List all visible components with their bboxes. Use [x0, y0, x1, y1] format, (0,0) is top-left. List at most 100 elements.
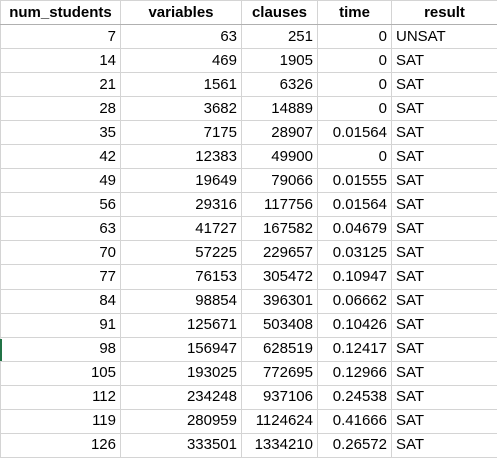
header-num-students[interactable]: num_students — [0, 0, 121, 25]
cell-variables[interactable]: 98854 — [120, 288, 242, 314]
cell-time[interactable]: 0.24538 — [317, 384, 392, 410]
cell-time[interactable]: 0 — [317, 23, 392, 50]
cell-result[interactable]: SAT — [391, 48, 497, 74]
cell-clauses[interactable]: 6326 — [241, 72, 318, 98]
cell-time[interactable]: 0.10947 — [317, 264, 392, 290]
cell-result[interactable]: SAT — [391, 120, 497, 146]
cell-variables[interactable]: 57225 — [120, 240, 242, 266]
cell-variables[interactable]: 234248 — [120, 384, 242, 410]
cell-time[interactable]: 0.01564 — [317, 120, 392, 146]
cell-variables[interactable]: 19649 — [120, 168, 242, 194]
cell-result[interactable]: SAT — [391, 144, 497, 170]
cell-clauses[interactable]: 1905 — [241, 48, 318, 74]
table-row: 56 29316 117756 0.01564 SAT — [0, 192, 497, 218]
cell-time[interactable]: 0.01564 — [317, 192, 392, 218]
table-row: 63 41727 167582 0.04679 SAT — [0, 216, 497, 242]
cell-time[interactable]: 0.06662 — [317, 288, 392, 314]
cell-result[interactable]: SAT — [391, 168, 497, 194]
cell-num-students[interactable]: 35 — [0, 120, 121, 146]
cell-clauses[interactable]: 628519 — [241, 336, 318, 362]
cell-variables[interactable]: 76153 — [120, 264, 242, 290]
header-clauses[interactable]: clauses — [241, 0, 318, 25]
cell-result[interactable]: SAT — [391, 384, 497, 410]
cell-clauses[interactable]: 1334210 — [241, 432, 318, 458]
cell-variables[interactable]: 280959 — [120, 408, 242, 434]
cell-result[interactable]: SAT — [391, 432, 497, 458]
cell-clauses[interactable]: 117756 — [241, 192, 318, 218]
cell-variables[interactable]: 125671 — [120, 312, 242, 338]
header-row: num_students variables clauses time resu… — [0, 0, 497, 25]
cell-clauses[interactable]: 305472 — [241, 264, 318, 290]
cell-num-students[interactable]: 21 — [0, 72, 121, 98]
cell-clauses[interactable]: 14889 — [241, 96, 318, 122]
header-variables[interactable]: variables — [120, 0, 242, 25]
cell-result[interactable]: SAT — [391, 408, 497, 434]
cell-result[interactable]: SAT — [391, 288, 497, 314]
cell-num-students[interactable]: 14 — [0, 48, 121, 74]
cell-result[interactable]: SAT — [391, 360, 497, 386]
cell-num-students[interactable]: 56 — [0, 192, 121, 218]
cell-time[interactable]: 0.41666 — [317, 408, 392, 434]
cell-clauses[interactable]: 79066 — [241, 168, 318, 194]
cell-clauses[interactable]: 251 — [241, 23, 318, 50]
cell-clauses[interactable]: 1124624 — [241, 408, 318, 434]
cell-variables[interactable]: 7175 — [120, 120, 242, 146]
cell-num-students[interactable]: 98 — [0, 336, 121, 362]
cell-result[interactable]: SAT — [391, 96, 497, 122]
cell-time[interactable]: 0.26572 — [317, 432, 392, 458]
cell-time[interactable]: 0 — [317, 96, 392, 122]
cell-num-students[interactable]: 49 — [0, 168, 121, 194]
cell-num-students[interactable]: 7 — [0, 23, 121, 50]
cell-clauses[interactable]: 772695 — [241, 360, 318, 386]
cell-variables[interactable]: 29316 — [120, 192, 242, 218]
cell-result[interactable]: SAT — [391, 216, 497, 242]
cell-num-students[interactable]: 84 — [0, 288, 121, 314]
cell-num-students[interactable]: 63 — [0, 216, 121, 242]
table-row: 70 57225 229657 0.03125 SAT — [0, 240, 497, 266]
cell-variables[interactable]: 156947 — [120, 336, 242, 362]
cell-clauses[interactable]: 937106 — [241, 384, 318, 410]
cell-result[interactable]: UNSAT — [391, 23, 497, 50]
cell-time[interactable]: 0.01555 — [317, 168, 392, 194]
cell-clauses[interactable]: 396301 — [241, 288, 318, 314]
cell-clauses[interactable]: 28907 — [241, 120, 318, 146]
cell-variables[interactable]: 41727 — [120, 216, 242, 242]
cell-time[interactable]: 0 — [317, 144, 392, 170]
cell-variables[interactable]: 1561 — [120, 72, 242, 98]
table-row: 98 156947 628519 0.12417 SAT — [0, 336, 497, 362]
cell-num-students[interactable]: 112 — [0, 384, 121, 410]
cell-result[interactable]: SAT — [391, 312, 497, 338]
cell-result[interactable]: SAT — [391, 192, 497, 218]
cell-time[interactable]: 0.12966 — [317, 360, 392, 386]
cell-result[interactable]: SAT — [391, 336, 497, 362]
cell-time[interactable]: 0 — [317, 72, 392, 98]
cell-result[interactable]: SAT — [391, 264, 497, 290]
cell-time[interactable]: 0.10426 — [317, 312, 392, 338]
cell-clauses[interactable]: 229657 — [241, 240, 318, 266]
cell-num-students[interactable]: 28 — [0, 96, 121, 122]
cell-variables[interactable]: 63 — [120, 23, 242, 50]
cell-num-students[interactable]: 119 — [0, 408, 121, 434]
cell-variables[interactable]: 469 — [120, 48, 242, 74]
cell-time[interactable]: 0.03125 — [317, 240, 392, 266]
cell-variables[interactable]: 193025 — [120, 360, 242, 386]
cell-num-students[interactable]: 42 — [0, 144, 121, 170]
cell-num-students[interactable]: 105 — [0, 360, 121, 386]
cell-num-students[interactable]: 126 — [0, 432, 121, 458]
cell-clauses[interactable]: 167582 — [241, 216, 318, 242]
cell-clauses[interactable]: 49900 — [241, 144, 318, 170]
cell-time[interactable]: 0 — [317, 48, 392, 74]
cell-time[interactable]: 0.12417 — [317, 336, 392, 362]
header-time[interactable]: time — [317, 0, 392, 25]
cell-variables[interactable]: 3682 — [120, 96, 242, 122]
cell-num-students[interactable]: 91 — [0, 312, 121, 338]
header-result[interactable]: result — [391, 0, 497, 25]
cell-time[interactable]: 0.04679 — [317, 216, 392, 242]
cell-clauses[interactable]: 503408 — [241, 312, 318, 338]
cell-variables[interactable]: 12383 — [120, 144, 242, 170]
cell-num-students[interactable]: 77 — [0, 264, 121, 290]
cell-num-students[interactable]: 70 — [0, 240, 121, 266]
cell-result[interactable]: SAT — [391, 72, 497, 98]
cell-result[interactable]: SAT — [391, 240, 497, 266]
cell-variables[interactable]: 333501 — [120, 432, 242, 458]
